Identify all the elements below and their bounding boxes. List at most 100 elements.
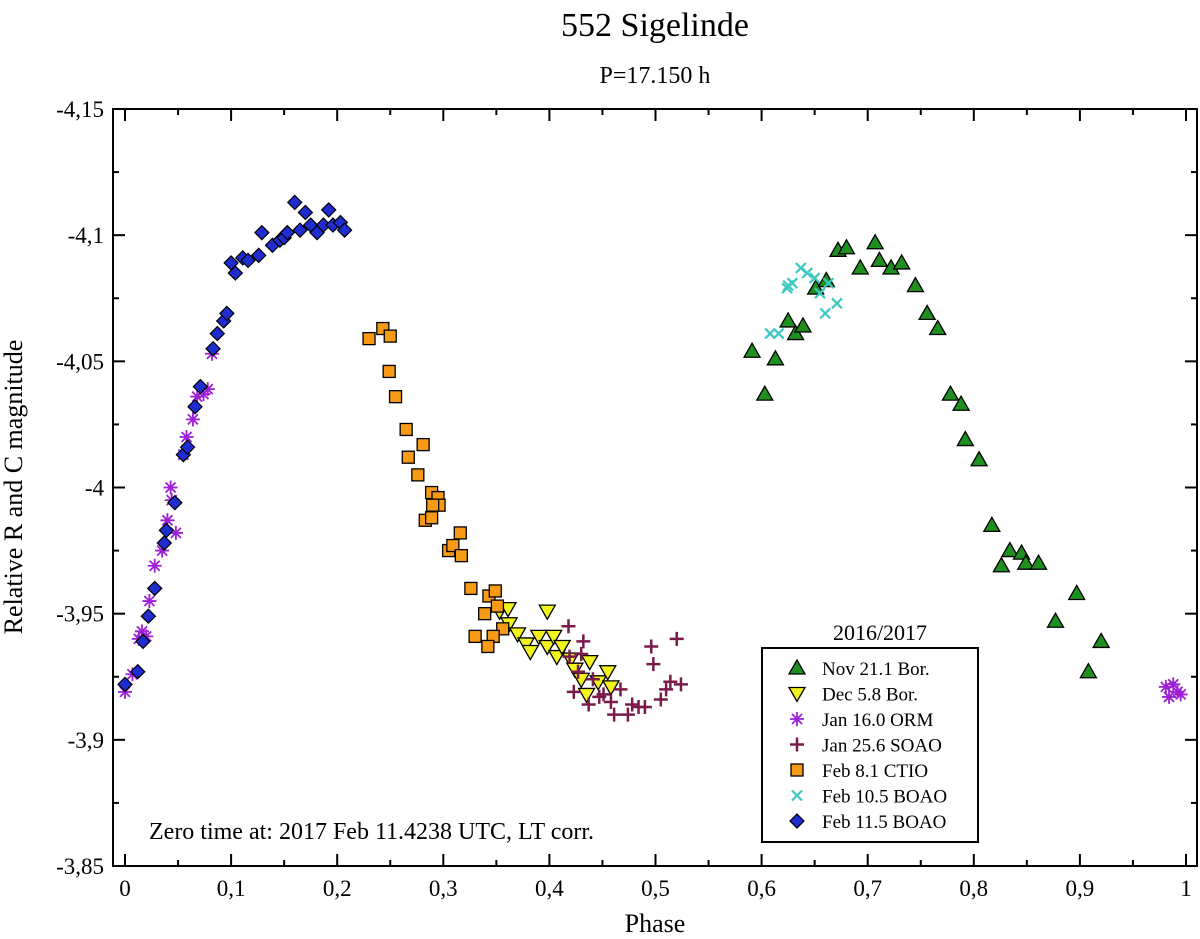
x-tick-label: 0,1 (217, 876, 246, 901)
x-tick-label: 0,9 (1066, 876, 1095, 901)
legend-entry-label: Dec 5.8 Bor. (822, 685, 918, 706)
data-point (478, 607, 492, 621)
data-point (192, 378, 209, 395)
data-point (179, 439, 196, 455)
data-point (801, 267, 814, 279)
data-point (1158, 679, 1173, 694)
series-diamond (117, 194, 353, 693)
data-point (1166, 677, 1181, 692)
data-point (117, 676, 133, 693)
chart-title: 552 Sigelinde (561, 7, 749, 44)
data-point (866, 233, 885, 250)
data-point (941, 384, 960, 401)
data-point (598, 665, 617, 682)
legend-entry-label: Jan 25.6 SOAO (822, 736, 942, 757)
data-point (644, 639, 659, 654)
y-tick-label: -4,1 (68, 223, 104, 248)
data-point (426, 498, 440, 512)
data-point (142, 594, 157, 609)
data-point (388, 390, 403, 404)
data-point (571, 664, 586, 679)
data-point (659, 682, 674, 697)
series-square (362, 321, 510, 654)
data-point (969, 450, 989, 467)
data-point (669, 631, 684, 646)
data-point (279, 224, 296, 241)
data-point (129, 663, 146, 680)
data-point (585, 672, 600, 687)
data-point (663, 674, 678, 689)
series-asterisk (118, 346, 1188, 704)
data-point (1029, 553, 1048, 570)
data-point (580, 654, 599, 671)
data-point (601, 680, 621, 697)
data-point (163, 480, 178, 495)
data-point (139, 629, 154, 644)
data-point (250, 247, 267, 264)
data-point (742, 341, 762, 358)
x-tick-label: 0,5 (641, 876, 670, 901)
data-point (453, 526, 467, 540)
data-point (297, 204, 314, 221)
data-point (292, 222, 308, 238)
data-point (562, 649, 577, 664)
data-point (254, 224, 270, 241)
data-point (1162, 689, 1177, 704)
data-point (336, 222, 353, 238)
data-point (906, 276, 925, 293)
legend-marker (790, 712, 804, 726)
data-point (135, 633, 151, 650)
x-tick-label: 0,2 (323, 876, 352, 901)
data-point (607, 707, 622, 722)
data-point (576, 634, 591, 649)
data-point (1079, 662, 1098, 679)
data-point (209, 325, 226, 342)
legend-marker (787, 686, 807, 703)
series-plus (561, 619, 688, 722)
data-point (1000, 541, 1019, 558)
data-point (646, 657, 661, 672)
chart-subtitle: P=17.150 h (600, 63, 711, 89)
data-point (382, 364, 396, 379)
data-point (613, 682, 628, 697)
data-point (603, 694, 618, 709)
data-point (577, 687, 596, 704)
data-point (320, 202, 337, 218)
data-point (653, 692, 668, 707)
data-point (779, 311, 798, 328)
data-point (851, 258, 870, 275)
y-tick-label: -4,05 (56, 349, 104, 374)
data-point (454, 548, 468, 563)
data-point (544, 629, 563, 646)
data-point (187, 398, 203, 415)
legend-marker (790, 737, 804, 752)
data-point (566, 684, 581, 699)
data-point (782, 279, 794, 292)
data-point (468, 629, 482, 644)
data-point (529, 629, 548, 646)
data-point (574, 647, 589, 662)
data-point (167, 494, 183, 511)
y-tick-label: -3,9 (68, 728, 104, 753)
y-axis-label: Relative R and C magnitude (0, 340, 28, 635)
data-point (561, 619, 576, 634)
data-point (837, 238, 856, 255)
data-point (219, 305, 235, 322)
zero-time-annotation: Zero time at: 2017 Feb 11.4238 UTC, LT c… (149, 819, 594, 845)
data-point (481, 639, 495, 654)
data-point (956, 430, 975, 447)
data-point (158, 522, 175, 539)
series-triangle-down (490, 601, 621, 704)
x-tick-label: 0,8 (959, 876, 988, 901)
series-x (764, 262, 843, 340)
data-point (424, 511, 439, 525)
data-point (185, 412, 200, 427)
data-point (928, 319, 947, 336)
data-point (146, 580, 163, 597)
data-point (190, 389, 205, 404)
y-tick-label: -4 (85, 476, 105, 501)
data-point (140, 608, 157, 625)
data-point (951, 394, 971, 411)
x-tick-label: 0,6 (747, 876, 776, 901)
data-point (411, 468, 425, 482)
